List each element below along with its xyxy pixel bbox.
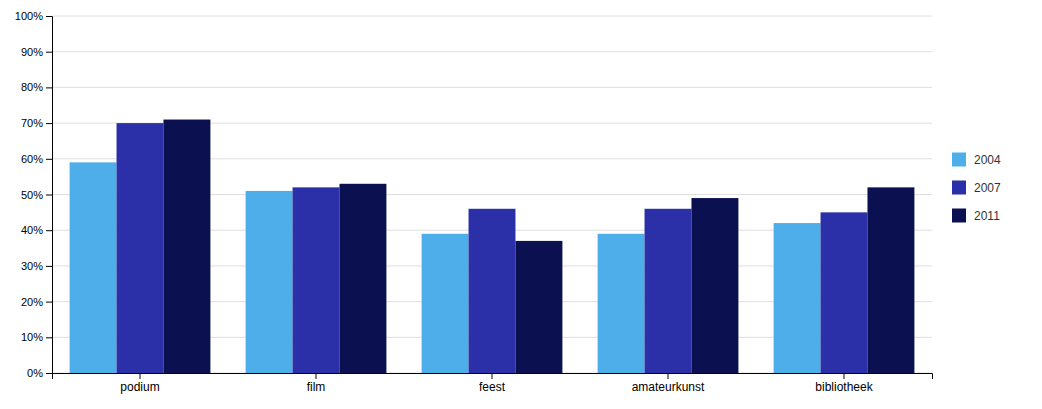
legend-swatch [952,153,966,167]
y-tick: 60% [21,153,52,165]
bar [821,212,868,373]
legend-label: 2007 [974,181,1001,195]
y-tick-mark [46,373,52,374]
y-tick: 50% [21,189,52,201]
y-tick-mark [46,195,52,196]
y-tick-label: 50% [21,189,43,201]
y-tick: 90% [21,46,52,58]
y-tick-label: 60% [21,153,43,165]
y-tick: 10% [21,331,52,343]
bar [163,120,210,373]
y-tick-mark [46,87,52,88]
x-tick: bibliotheek [815,373,873,394]
x-tick-mark [668,373,669,379]
bars [70,120,915,373]
x-tick-mark [492,373,493,379]
y-tick-label: 40% [21,224,43,236]
x-tick: feest [479,373,506,394]
y-tick-label: 0% [27,367,43,379]
x-tick: podium [120,373,159,394]
y-tick-label: 80% [21,81,43,93]
x-tick-label: film [307,380,326,394]
grid-line [52,87,932,88]
x-tick-label: podium [120,380,159,394]
legend-label: 2011 [974,209,1000,223]
bar [645,209,692,373]
chart-svg: 0% 10% 20% 30% 40% 50% 60% 70% 80% 90% 100% podium f… [0,0,1042,409]
bar [246,191,293,373]
legend-label: 2004 [974,153,1001,167]
x-tick-label: bibliotheek [815,380,873,394]
y-tick-label: 10% [21,331,43,343]
y-tick-label: 100% [15,10,43,22]
bar [598,234,645,373]
x-tick-mark [316,373,317,379]
bar [70,162,117,373]
x-axis: podium film feest amateurkunst bibliotheek [53,373,933,394]
bar [117,123,164,373]
legend-item: 2011 [952,209,1000,223]
x-tick-mark [140,373,141,379]
y-tick: 70% [21,117,52,129]
y-tick-mark [46,230,52,231]
chart-container: 0% 10% 20% 30% 40% 50% 60% 70% 80% 90% 100% podium f… [0,0,1042,409]
y-tick-label: 30% [21,260,43,272]
grid-line [52,51,932,52]
bar-series [117,123,868,373]
y-tick: 30% [21,260,52,272]
y-tick-mark [46,16,52,17]
x-tick-mark [844,373,845,379]
y-tick: 100% [15,10,52,22]
x-tick: film [307,373,326,394]
y-tick-mark [46,302,52,303]
y-tick-mark [46,52,52,53]
y-axis-line [46,17,53,374]
bar [515,241,562,373]
legend: 2004 2007 2011 [952,153,1001,223]
grid-line [52,16,932,17]
y-tick-label: 20% [21,296,43,308]
legend-swatch [952,181,966,195]
grid [52,16,932,373]
bar [339,184,386,373]
y-tick: 20% [21,296,52,308]
legend-item: 2007 [952,181,1001,195]
x-tick-label: amateurkunst [632,380,705,394]
x-tick: amateurkunst [632,373,705,394]
bar-series [163,120,914,373]
plot-area: 0% 10% 20% 30% 40% 50% 60% 70% 80% 90% 100% podium f… [15,10,933,394]
bar [867,187,914,373]
y-tick-label: 90% [21,46,43,58]
bar [691,198,738,373]
y-tick: 80% [21,81,52,93]
x-axis-line [53,374,933,380]
x-tick-label: feest [479,380,506,394]
y-tick-mark [46,266,52,267]
y-tick-mark [46,159,52,160]
y-tick: 40% [21,224,52,236]
legend-item: 2004 [952,153,1001,167]
y-tick: 0% [27,367,52,379]
bar [774,223,821,373]
bar [293,187,340,373]
y-tick-label: 70% [21,117,43,129]
y-tick-mark [46,337,52,338]
y-tick-mark [46,123,52,124]
y-axis: 0% 10% 20% 30% 40% 50% 60% 70% 80% 90% 100% [15,10,53,379]
bar [469,209,516,373]
legend-swatch [952,209,966,223]
bar [422,234,469,373]
